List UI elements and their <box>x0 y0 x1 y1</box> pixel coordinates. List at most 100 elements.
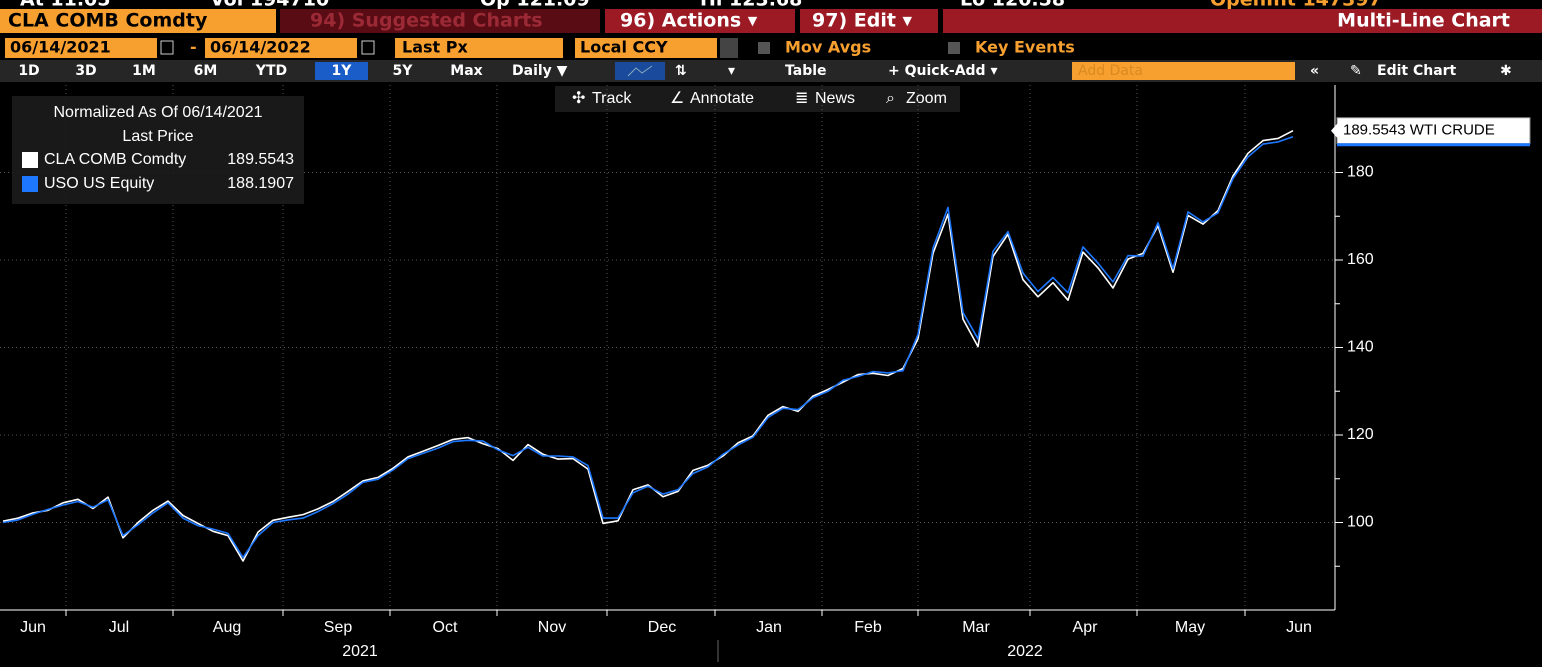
edit-chart-button[interactable]: Edit Chart <box>1377 63 1457 79</box>
legend-value: 188.1907 <box>227 175 294 192</box>
tool-button[interactable]: Track <box>592 90 632 107</box>
calendar-icon[interactable] <box>160 40 174 55</box>
quote-item: Op 121.09 <box>480 0 590 11</box>
checkbox[interactable] <box>758 42 770 54</box>
x-year-label: 2022 <box>1007 643 1043 660</box>
title-bar <box>943 9 1542 33</box>
legend-label: USO US Equity <box>44 175 154 192</box>
period-button[interactable]: 1D <box>18 63 39 79</box>
frequency[interactable]: Daily ▼ <box>512 63 568 79</box>
series-line <box>2 129 1294 562</box>
quote-bar: At 11.05 Vol 194710 Op 121.09 Hi 123.68 Lo 1… <box>20 0 1382 11</box>
calendar-icon[interactable] <box>361 40 375 55</box>
period-button[interactable]: 6M <box>194 63 218 79</box>
chart-kind: Multi-Line Chart <box>1337 10 1510 32</box>
x-tick-label: Oct <box>433 619 458 636</box>
x-tick-label: Jul <box>109 619 129 636</box>
last-price-value: 189.5543 <box>1343 122 1406 139</box>
x-tick-label: Feb <box>854 619 882 636</box>
last-price-name: WTI CRUDE <box>1410 122 1495 139</box>
quote-item: OpenInt 147397 <box>1210 0 1382 11</box>
y-tick-label: 140 <box>1347 339 1374 356</box>
bar-type-icon[interactable]: ⇅ <box>675 63 687 79</box>
y-tick-label: 120 <box>1347 426 1374 443</box>
tool-icon[interactable]: ✣ <box>572 90 585 107</box>
currency[interactable]: Local CCY <box>580 38 668 57</box>
x-tick-label: May <box>1175 619 1205 636</box>
x-tick-label: Aug <box>213 619 241 636</box>
quote-item: At 11.05 <box>20 0 111 11</box>
quote-item: Lo 120.58 <box>960 0 1065 11</box>
y-tick-label: 180 <box>1347 164 1374 181</box>
start-date[interactable]: 06/14/2021 <box>10 38 111 57</box>
tool-icon[interactable]: ⌕ <box>886 90 895 107</box>
period-button[interactable]: 1Y <box>332 63 353 79</box>
tool-icon[interactable]: ≣ <box>795 90 808 107</box>
tool-button[interactable]: Zoom <box>906 90 947 107</box>
edit-button[interactable] <box>800 9 938 33</box>
x-tick-label: Mar <box>962 619 990 636</box>
last-price-pointer <box>1331 122 1338 139</box>
x-year-label: 2021 <box>342 643 378 660</box>
period-selected[interactable] <box>315 62 368 80</box>
tools-bar <box>555 86 960 112</box>
date-dash: - <box>190 38 197 57</box>
quote-item: Vol 194710 <box>210 0 329 11</box>
currency-dropdown[interactable] <box>720 38 738 58</box>
x-tick-label: Apr <box>1073 619 1099 636</box>
period-button[interactable]: 5Y <box>393 63 414 79</box>
quick-add-button[interactable]: + Quick-Add ▾ <box>888 63 997 79</box>
quote-item: Hi 123.68 <box>700 0 802 11</box>
end-date-box[interactable] <box>205 38 357 58</box>
mov-avgs[interactable]: Mov Avgs <box>785 38 871 57</box>
x-tick-label: Sep <box>324 619 353 636</box>
checkbox[interactable] <box>948 42 960 54</box>
tool-button[interactable]: Annotate <box>690 90 754 107</box>
start-date-box[interactable] <box>5 38 157 58</box>
tool-icon[interactable]: ∠ <box>670 90 684 107</box>
legend-value: 189.5543 <box>227 151 294 168</box>
x-tick-label: Jun <box>1286 619 1312 636</box>
field-box[interactable] <box>395 38 563 58</box>
period-button[interactable]: YTD <box>255 63 287 79</box>
settings-icon[interactable]: ✱ <box>1500 63 1512 79</box>
currency-box[interactable] <box>575 38 717 58</box>
y-tick-label: 100 <box>1347 514 1374 531</box>
ticker-box[interactable] <box>0 9 276 33</box>
add-data-placeholder[interactable]: Add Data <box>1078 63 1143 79</box>
legend-label: CLA COMB Comdty <box>44 151 186 168</box>
edit-label[interactable]: 97) Edit ▾ <box>812 10 913 32</box>
x-tick-label: Dec <box>648 619 676 636</box>
legend-box <box>12 96 304 204</box>
y-tick-label: 160 <box>1347 251 1374 268</box>
period-buttons: 1D 3D 1M 6M YTD 1Y 5Y Max <box>18 62 483 80</box>
period-button[interactable]: Max <box>450 63 482 79</box>
actions-button[interactable] <box>605 9 795 33</box>
last-price-label: 189.5543 WTI CRUDE <box>1343 122 1495 139</box>
legend-swatch <box>22 152 38 168</box>
x-tick-label: Nov <box>538 619 566 636</box>
chart: ✣ Track ∠ Annotate ≣ News ⌕ Zoom 100 120 140 160 180… <box>0 85 1531 662</box>
period-button[interactable]: 1M <box>132 63 156 79</box>
legend-subtitle: Last Price <box>122 128 193 145</box>
x-tick-label: Jun <box>20 619 46 636</box>
suggested-label[interactable]: 94) Suggested Charts <box>310 10 543 32</box>
field[interactable]: Last Px <box>402 38 468 57</box>
ticker[interactable]: CLA COMB Comdty <box>8 10 208 32</box>
suggested-button[interactable] <box>280 9 600 33</box>
tool-button[interactable]: News <box>815 90 855 107</box>
type-dropdown[interactable]: ▾ <box>728 63 735 79</box>
legend-title: Normalized As Of 06/14/2021 <box>53 104 262 121</box>
pencil-icon: ✎ <box>1350 63 1362 79</box>
series-line <box>2 135 1294 559</box>
table-button[interactable]: Table <box>785 63 827 79</box>
end-date[interactable]: 06/14/2022 <box>210 38 311 57</box>
key-events[interactable]: Key Events <box>975 38 1075 57</box>
x-tick-label: Jan <box>756 619 782 636</box>
collapse-button[interactable]: « <box>1310 63 1319 79</box>
period-button[interactable]: 3D <box>75 63 96 79</box>
add-data-input[interactable] <box>1072 62 1295 80</box>
legend-swatch <box>22 176 38 192</box>
actions-label[interactable]: 96) Actions ▾ <box>620 10 758 32</box>
